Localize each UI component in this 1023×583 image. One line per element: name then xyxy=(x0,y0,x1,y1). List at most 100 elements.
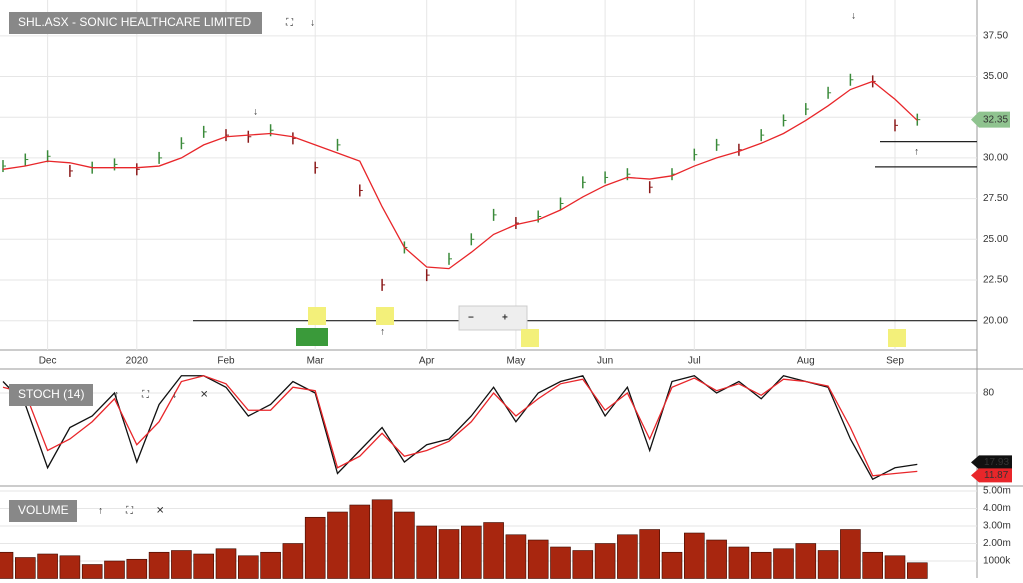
y-tick-label: 37.50 xyxy=(983,30,1008,41)
note-icon[interactable] xyxy=(308,307,326,325)
y-tick-label: 5.00m xyxy=(983,486,1011,497)
bar xyxy=(394,511,415,579)
down-icon[interactable]: ↓ xyxy=(172,390,177,401)
series-line xyxy=(2,80,918,270)
x-tick-label: May xyxy=(506,356,525,367)
bar xyxy=(438,529,460,579)
bar xyxy=(126,558,148,579)
bar xyxy=(215,548,237,579)
y-tick-label: 4.00m xyxy=(983,503,1011,514)
down-icon[interactable]: ↓ xyxy=(310,18,315,29)
series-line xyxy=(2,375,918,477)
y-tick-label: 25.00 xyxy=(983,234,1008,245)
event-icon[interactable] xyxy=(296,328,328,346)
y-tick-label: 30.00 xyxy=(983,153,1008,164)
buy-arrow: ↑ xyxy=(380,327,385,338)
bar xyxy=(550,546,571,579)
bar xyxy=(104,560,125,579)
x-tick-label: Mar xyxy=(307,356,325,367)
note-icons xyxy=(308,307,906,347)
sell-arrow: ↓ xyxy=(253,107,258,118)
bar xyxy=(15,557,36,579)
title-box xyxy=(9,500,77,522)
arrows: ↓ ↓ ↑ ↑ xyxy=(253,11,919,338)
bar xyxy=(171,550,192,579)
bar xyxy=(594,543,616,579)
chart-title: SHL.ASX - SONIC HEALTHCARE LIMITED xyxy=(18,15,251,29)
zoom-in[interactable]: + xyxy=(502,313,508,324)
bar xyxy=(349,504,371,579)
bar xyxy=(750,551,772,579)
bar xyxy=(371,499,393,579)
bar xyxy=(683,532,705,579)
y-tick-label: 1000k xyxy=(983,556,1011,567)
bar xyxy=(639,529,661,579)
bar xyxy=(527,539,549,579)
close-icon[interactable]: ✕ xyxy=(156,506,164,517)
bar xyxy=(193,553,214,579)
bar xyxy=(617,534,638,579)
y-tick-label: 22.50 xyxy=(983,275,1008,286)
bar xyxy=(416,525,438,579)
up-icon[interactable]: ↑ xyxy=(98,506,103,517)
y-tick-label: 80 xyxy=(983,388,995,399)
sell-arrow: ↓ xyxy=(851,11,856,22)
note-icon[interactable] xyxy=(888,329,906,347)
bar xyxy=(0,551,14,579)
price-tag xyxy=(971,111,1010,128)
bar xyxy=(906,562,928,579)
panel-title: STOCH (14) xyxy=(18,387,84,401)
bar xyxy=(327,511,348,579)
bar xyxy=(260,551,281,579)
bar xyxy=(706,539,727,579)
price-tag-label: 32.35 xyxy=(983,114,1008,125)
value-tag xyxy=(971,468,1012,483)
value-tag-label: 11.87 xyxy=(984,470,1009,481)
bar xyxy=(661,551,683,579)
x-tick-label: Feb xyxy=(217,356,235,367)
value-tag xyxy=(971,455,1012,470)
x-tick-label: Sep xyxy=(886,356,904,367)
title-box xyxy=(9,384,93,406)
bar xyxy=(572,550,594,579)
note-icon[interactable] xyxy=(521,329,539,347)
bar xyxy=(148,551,170,579)
bar xyxy=(884,555,906,579)
y-tick-label: 27.50 xyxy=(983,193,1008,204)
y-tick-label: 20.00 xyxy=(983,315,1008,326)
bar xyxy=(238,555,259,579)
bar xyxy=(37,553,58,579)
bar xyxy=(304,516,326,579)
note-icon[interactable] xyxy=(376,307,394,325)
x-tick-label: Jun xyxy=(597,356,613,367)
bar xyxy=(505,534,527,579)
x-tick-label: Apr xyxy=(419,356,435,367)
bar xyxy=(773,548,794,579)
expand-icon[interactable]: ⛶ xyxy=(125,506,134,517)
y-tick-label: 3.00m xyxy=(983,521,1011,532)
bar xyxy=(862,551,884,579)
up-icon[interactable]: ↑ xyxy=(114,390,119,401)
buy-arrow: ↑ xyxy=(914,147,919,158)
zoom-control xyxy=(458,305,528,331)
bar xyxy=(282,543,304,579)
y-tick-label: 2.00m xyxy=(983,538,1011,549)
title-box xyxy=(9,12,262,34)
bar xyxy=(483,522,504,579)
value-tag-label: 17.93 xyxy=(984,457,1009,468)
close-icon[interactable]: ✕ xyxy=(200,390,208,401)
expand-icon[interactable]: ⛶ xyxy=(141,390,150,401)
y-tick-label: 35.00 xyxy=(983,71,1008,82)
x-tick-label: Aug xyxy=(797,356,815,367)
expand-icon[interactable]: ⛶ xyxy=(285,18,294,29)
bar xyxy=(81,564,103,579)
zoom-out[interactable]: − xyxy=(468,313,474,324)
bar xyxy=(460,525,482,579)
bar xyxy=(59,555,81,579)
x-tick-label: Dec xyxy=(39,356,57,367)
bar xyxy=(728,546,750,579)
x-tick-label: 2020 xyxy=(126,356,149,367)
